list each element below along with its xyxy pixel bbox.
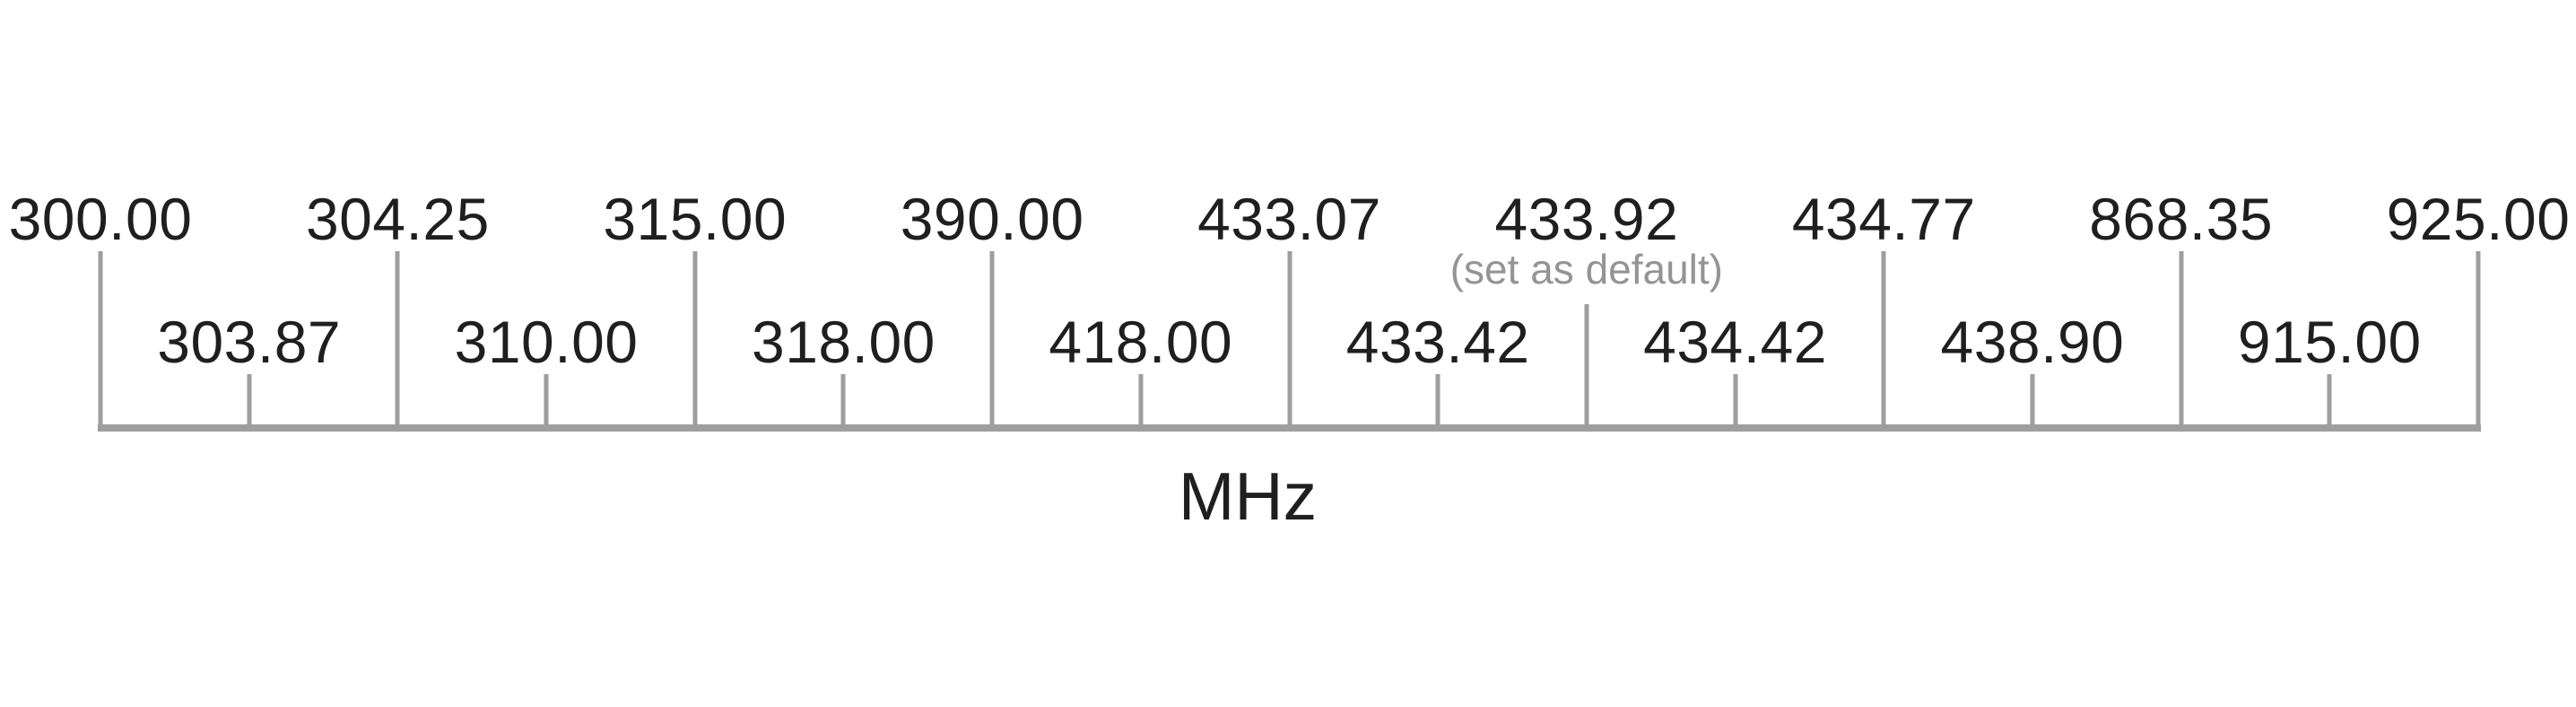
default-frequency-note: (set as default) xyxy=(1449,246,1724,292)
tick-mark-short xyxy=(2327,374,2332,425)
frequency-label: 433.07 xyxy=(1197,186,1381,252)
frequency-label: 925.00 xyxy=(2386,186,2571,252)
frequency-label: 915.00 xyxy=(2237,309,2422,375)
tick-mark-long xyxy=(1881,251,1886,425)
tick-mark-long xyxy=(2179,251,2184,425)
tick-mark-long xyxy=(692,251,698,425)
frequency-label: 433.92 xyxy=(1494,186,1679,252)
tick-mark-short xyxy=(840,374,846,425)
tick-mark-long xyxy=(1584,304,1589,425)
frequency-label: 310.00 xyxy=(454,309,639,375)
frequency-label: 418.00 xyxy=(1049,309,1233,375)
frequency-label: 868.35 xyxy=(2089,186,2274,252)
tick-mark-long xyxy=(989,251,995,425)
frequency-label: 304.25 xyxy=(305,186,490,252)
tick-mark-long xyxy=(2476,251,2481,425)
frequency-label: 433.42 xyxy=(1345,309,1530,375)
tick-mark-short xyxy=(247,374,252,425)
unit-label: MHz xyxy=(1178,458,1318,534)
frequency-label: 434.42 xyxy=(1643,309,1827,375)
frequency-label: 434.77 xyxy=(1791,186,1976,252)
frequency-label: 318.00 xyxy=(752,309,936,375)
frequency-label: 390.00 xyxy=(900,186,1084,252)
frequency-label: 303.87 xyxy=(157,309,342,375)
tick-mark-short xyxy=(544,374,549,425)
frequency-label: 315.00 xyxy=(603,186,788,252)
tick-mark-short xyxy=(1435,374,1440,425)
tick-mark-long xyxy=(1287,251,1292,425)
axis-baseline xyxy=(98,424,2481,432)
tick-mark-long xyxy=(98,251,103,425)
tick-mark-short xyxy=(2030,374,2035,425)
frequency-label: 300.00 xyxy=(8,186,193,252)
tick-mark-long xyxy=(395,251,400,425)
tick-mark-short xyxy=(1138,374,1144,425)
frequency-label: 438.90 xyxy=(1940,309,2125,375)
tick-mark-short xyxy=(1733,374,1738,425)
